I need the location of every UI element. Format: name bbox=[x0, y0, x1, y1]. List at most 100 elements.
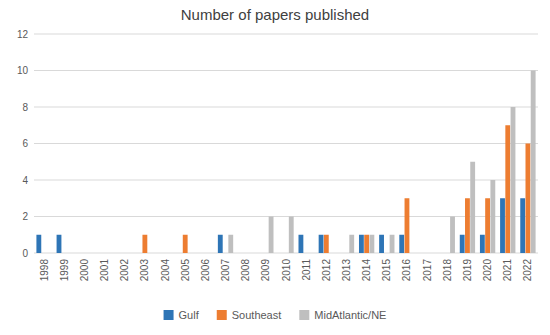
x-tick-label: 1998 bbox=[39, 259, 50, 282]
bar bbox=[344, 253, 349, 254]
bar bbox=[218, 235, 223, 253]
x-tick-label: 2011 bbox=[301, 259, 312, 281]
legend-swatch bbox=[299, 310, 309, 320]
bar bbox=[485, 198, 490, 253]
bar bbox=[183, 235, 188, 253]
bar bbox=[490, 180, 495, 253]
bar bbox=[117, 253, 122, 254]
bar bbox=[178, 253, 183, 254]
bar bbox=[419, 253, 424, 254]
y-tick-label: 10 bbox=[17, 65, 29, 76]
bar bbox=[42, 253, 47, 254]
bar bbox=[430, 253, 435, 254]
bar bbox=[188, 253, 193, 254]
bar bbox=[203, 253, 208, 254]
bar bbox=[329, 253, 334, 254]
bar bbox=[324, 235, 329, 253]
legend-label: Gulf bbox=[179, 309, 200, 321]
y-tick-label: 6 bbox=[22, 138, 28, 149]
bar bbox=[198, 253, 203, 254]
bar bbox=[289, 217, 294, 254]
bar bbox=[82, 253, 87, 254]
bar bbox=[163, 253, 168, 254]
bar bbox=[157, 253, 162, 254]
x-tick-label: 2021 bbox=[502, 259, 513, 282]
x-tick-label: 2009 bbox=[260, 259, 271, 282]
bar bbox=[339, 253, 344, 254]
y-tick-label: 0 bbox=[22, 248, 28, 259]
bar bbox=[102, 253, 107, 254]
bar bbox=[142, 235, 147, 253]
bar bbox=[309, 253, 314, 254]
x-tick-label: 2015 bbox=[381, 259, 392, 282]
bar bbox=[531, 71, 536, 254]
legend-swatch bbox=[217, 310, 227, 320]
grid-line bbox=[34, 216, 538, 217]
bar bbox=[128, 253, 133, 254]
bar bbox=[238, 253, 243, 254]
x-tick-label: 2020 bbox=[482, 259, 493, 282]
y-tick-label: 12 bbox=[17, 29, 29, 40]
bar bbox=[359, 235, 364, 253]
bar bbox=[298, 235, 303, 253]
x-tick-label: 2000 bbox=[79, 259, 90, 282]
legend-label: MidAtlantic/NE bbox=[314, 309, 386, 321]
x-tick-label: 2014 bbox=[361, 259, 372, 282]
y-tick-label: 4 bbox=[22, 175, 28, 186]
grid-line bbox=[34, 107, 538, 108]
bar bbox=[249, 253, 254, 254]
grid-line bbox=[34, 180, 538, 181]
x-tick-label: 2006 bbox=[200, 259, 211, 282]
legend-swatch bbox=[164, 310, 174, 320]
x-tick-label: 2012 bbox=[321, 259, 332, 282]
bar bbox=[319, 235, 324, 253]
y-tick-label: 2 bbox=[22, 211, 28, 222]
bar bbox=[97, 253, 102, 254]
x-tick-label: 2022 bbox=[522, 259, 533, 282]
bar bbox=[399, 235, 404, 253]
bar bbox=[36, 235, 41, 253]
bar bbox=[425, 253, 430, 254]
grid-line bbox=[34, 143, 538, 144]
bar bbox=[57, 235, 62, 253]
chart: Number of papers published 0 2 4 6 8 10 12 1998 1… bbox=[0, 0, 550, 335]
x-tick-label: 2002 bbox=[119, 259, 130, 282]
bar bbox=[520, 198, 525, 253]
grid-line bbox=[34, 34, 538, 35]
bar bbox=[390, 235, 395, 253]
bar bbox=[349, 235, 354, 253]
grid-line bbox=[34, 70, 538, 71]
bar bbox=[263, 253, 268, 254]
bar bbox=[47, 253, 52, 254]
bar bbox=[445, 253, 450, 254]
x-tick-label: 1999 bbox=[59, 259, 70, 282]
bar bbox=[223, 253, 228, 254]
bar bbox=[148, 253, 153, 254]
bar bbox=[511, 107, 516, 253]
bar bbox=[460, 235, 465, 253]
bar bbox=[470, 162, 475, 253]
x-tick-label: 2008 bbox=[240, 259, 251, 282]
y-tick-label: 8 bbox=[22, 102, 28, 113]
bar bbox=[243, 253, 248, 254]
x-tick-label: 2013 bbox=[341, 259, 352, 282]
bar bbox=[480, 235, 485, 253]
bar bbox=[62, 253, 67, 254]
bar bbox=[369, 235, 374, 253]
bar bbox=[440, 253, 445, 254]
bar bbox=[208, 253, 213, 254]
x-tick-label: 2016 bbox=[401, 259, 412, 282]
bar bbox=[500, 198, 505, 253]
x-tick-label: 2005 bbox=[180, 259, 191, 282]
bar bbox=[87, 253, 92, 254]
bar bbox=[137, 253, 142, 254]
x-tick-label: 2004 bbox=[160, 259, 171, 282]
bar bbox=[405, 198, 410, 253]
bar bbox=[304, 253, 309, 254]
title: Number of papers published bbox=[181, 6, 369, 23]
x-tick-label: 2003 bbox=[139, 259, 150, 282]
legend-label: Southeast bbox=[232, 309, 282, 321]
bar bbox=[122, 253, 127, 254]
bar bbox=[67, 253, 72, 254]
bar bbox=[384, 253, 389, 254]
